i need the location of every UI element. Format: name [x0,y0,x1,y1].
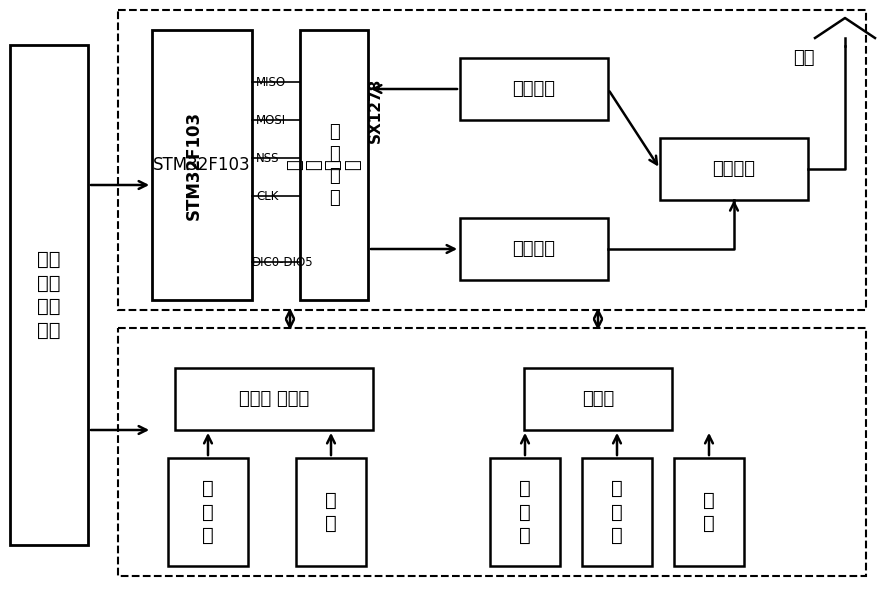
Text: 散
热
器: 散 热 器 [611,479,623,545]
Bar [490,458,560,566]
Bar [460,218,608,280]
Bar [660,138,808,200]
Bar [175,368,373,430]
Text: MOSI: MOSI [256,113,286,126]
Text: CLK: CLK [256,189,278,202]
Text: NSS: NSS [256,152,279,165]
Text: STM32F103: STM32F103 [185,110,203,219]
Bar [118,10,866,310]
Bar [10,45,88,545]
Bar [460,58,608,120]
Text: 模拟量 传感器: 模拟量 传感器 [239,390,309,408]
Text: STM32F103: STM32F103 [153,156,251,174]
Text: 温
湿
度: 温 湿 度 [202,479,214,545]
Text: 发送电路: 发送电路 [513,240,555,258]
Bar [300,30,368,300]
Bar [152,30,252,300]
Text: 天线: 天线 [793,49,815,67]
Bar [674,458,744,566]
Text: 氨
气: 氨 气 [325,491,337,533]
Bar [296,458,366,566]
Bar [524,368,672,430]
Text: 接收电路: 接收电路 [513,80,555,98]
Text: SX1278: SX1278 [368,77,383,143]
Text: 风
机: 风 机 [703,491,715,533]
Text: 排
污
机: 排 污 机 [519,479,531,545]
Text: 射
频
芯
片: 射 频 芯 片 [286,160,362,171]
Bar [168,458,248,566]
Bar [582,458,652,566]
Text: 电源
开关
电路
模块: 电源 开关 电路 模块 [37,250,61,340]
Text: MISO: MISO [256,76,286,88]
Text: 射
频
芯
片: 射 频 芯 片 [329,123,339,207]
Text: 模拟开关: 模拟开关 [713,160,756,178]
Text: 变频器: 变频器 [582,390,614,408]
Text: DIC0-DIO5: DIC0-DIO5 [252,255,314,268]
Bar [118,328,866,576]
